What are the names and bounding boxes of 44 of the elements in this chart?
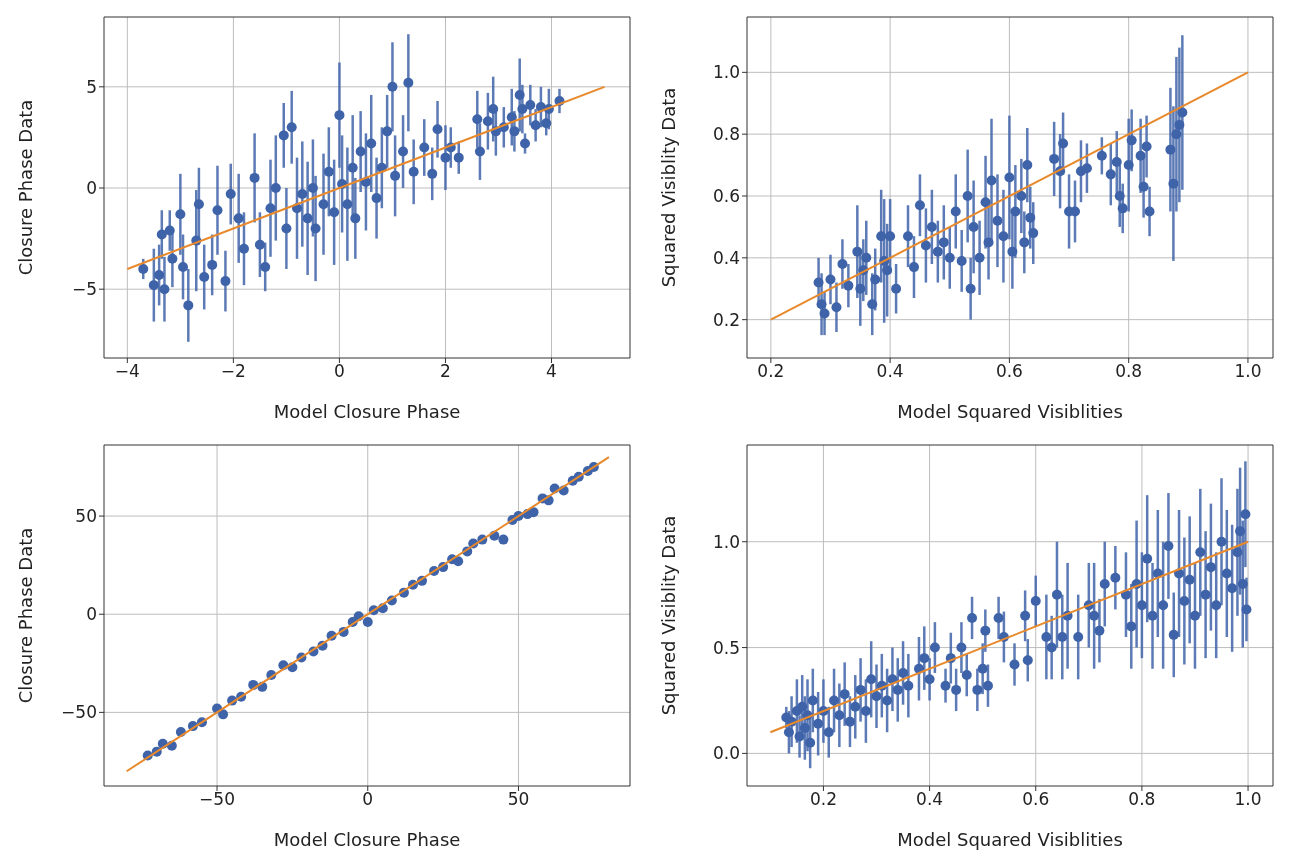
x-axis-title: Model Squared Visiblities bbox=[897, 401, 1123, 422]
x-tick-label: 0.6 bbox=[995, 361, 1023, 382]
x-axis-title: Model Closure Phase bbox=[273, 829, 461, 850]
y-tick-label: −5 bbox=[71, 279, 97, 300]
y-tick-label: 0.6 bbox=[712, 186, 740, 207]
y-axis-title: Closure Phase Data bbox=[15, 527, 37, 704]
y-axis-title: Closure Phase Data bbox=[15, 99, 37, 276]
x-tick-label: −2 bbox=[220, 361, 246, 382]
y-axis-title: Squared Visiblity Data bbox=[658, 515, 680, 716]
y-tick-label: −50 bbox=[61, 702, 97, 723]
x-axis-title: Model Closure Phase bbox=[273, 401, 461, 422]
x-tick-label: 1.0 bbox=[1234, 361, 1262, 382]
y-tick-label: 0 bbox=[86, 604, 97, 625]
y-tick-label: 0.4 bbox=[712, 247, 740, 268]
x-tick-label: 0.2 bbox=[809, 789, 837, 810]
y-axis-title: Squared Visiblity Data bbox=[658, 87, 680, 288]
x-tick-label: 2 bbox=[440, 361, 451, 382]
y-tick-label: 5 bbox=[86, 76, 97, 97]
y-tick-label: 1.0 bbox=[712, 62, 740, 83]
x-tick-label: 1.0 bbox=[1234, 789, 1262, 810]
y-tick-label: 0 bbox=[86, 178, 97, 199]
x-tick-label: 0.8 bbox=[1128, 789, 1156, 810]
x-tick-label: 0 bbox=[334, 361, 345, 382]
y-tick-label: 0.5 bbox=[712, 637, 740, 658]
x-axis-title: Model Squared Visiblities bbox=[897, 829, 1123, 850]
point bbox=[498, 534, 509, 545]
x-tick-label: 0.8 bbox=[1115, 361, 1143, 382]
point bbox=[362, 617, 373, 628]
x-tick-label: 0 bbox=[362, 789, 374, 810]
x-tick-label: 0.4 bbox=[876, 361, 904, 382]
y-tick-label: 1.0 bbox=[712, 531, 740, 552]
x-tick-label: 0.2 bbox=[757, 361, 785, 382]
x-tick-label: 0.4 bbox=[916, 789, 944, 810]
x-tick-label: 0.6 bbox=[1022, 789, 1050, 810]
point bbox=[453, 556, 464, 567]
x-tick-label: 4 bbox=[546, 361, 557, 382]
y-tick-label: 0.0 bbox=[712, 743, 740, 764]
point bbox=[218, 709, 229, 720]
y-tick-label: 0.2 bbox=[712, 309, 740, 330]
x-tick-label: 50 bbox=[507, 789, 530, 810]
y-tick-label: 50 bbox=[75, 506, 97, 527]
x-tick-label: −4 bbox=[114, 361, 140, 382]
y-tick-label: 0.8 bbox=[712, 124, 740, 145]
x-tick-label: −50 bbox=[199, 789, 235, 810]
